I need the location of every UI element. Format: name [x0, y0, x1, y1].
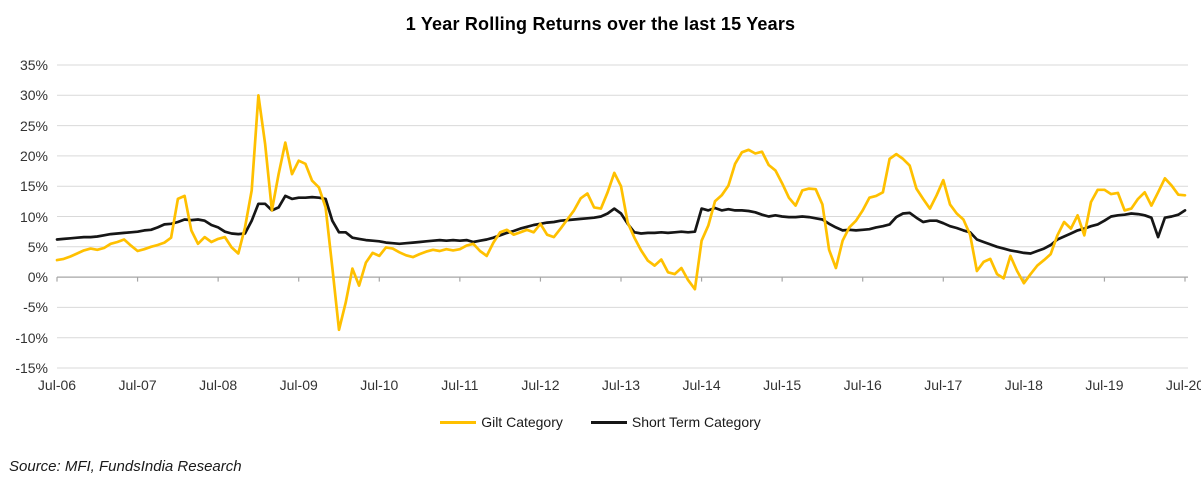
y-tick-label: -10% [15, 329, 48, 346]
y-tick-label: 15% [19, 178, 48, 195]
x-tick-label: Jul-14 [682, 377, 721, 393]
x-tick-label: Jul-10 [360, 377, 399, 393]
x-tick-label: Jul-12 [521, 377, 560, 393]
x-tick-label: Jul-07 [118, 377, 157, 393]
y-tick-label: 5% [27, 238, 48, 255]
y-tick-label: 0% [27, 269, 48, 286]
x-tick-label: Jul-09 [279, 377, 318, 393]
x-tick-label: Jul-08 [199, 377, 238, 393]
x-tick-label: Jul-11 [441, 377, 479, 393]
y-tick-label: 35% [19, 57, 48, 73]
chart-title: 1 Year Rolling Returns over the last 15 … [405, 14, 796, 34]
source-note: Source: MFI, FundsIndia Research [9, 458, 242, 475]
x-tick-label: Jul-19 [1085, 377, 1124, 393]
x-tick-label: Jul-15 [763, 377, 802, 393]
x-tick-label: Jul-18 [1004, 377, 1043, 393]
y-tick-label: -5% [23, 299, 48, 316]
legend: Gilt Category Short Term Category [0, 414, 1201, 430]
x-tick-label: Jul-16 [843, 377, 882, 393]
x-tick-label: Jul-13 [601, 377, 641, 393]
y-tick-label: 25% [19, 117, 48, 134]
y-tick-label: 20% [19, 147, 48, 164]
legend-item-gilt: Gilt Category [440, 414, 563, 430]
legend-label-gilt: Gilt Category [481, 414, 563, 430]
x-tick-label: Jul-20 [1165, 377, 1201, 393]
y-tick-label: 10% [19, 208, 48, 225]
short-term-category-line [55, 194, 1187, 255]
y-tick-label: 30% [19, 87, 48, 104]
y-tick-label: -15% [15, 360, 48, 376]
legend-label-short-term: Short Term Category [631, 414, 761, 430]
x-tick-label: Jul-06 [37, 377, 77, 393]
x-tick-label: Jul-17 [924, 377, 963, 393]
gilt-line-swatch [440, 420, 477, 424]
short-term-line-swatch [590, 420, 627, 424]
gilt-category-line [55, 93, 1187, 332]
legend-item-short-term: Short Term Category [590, 414, 761, 430]
